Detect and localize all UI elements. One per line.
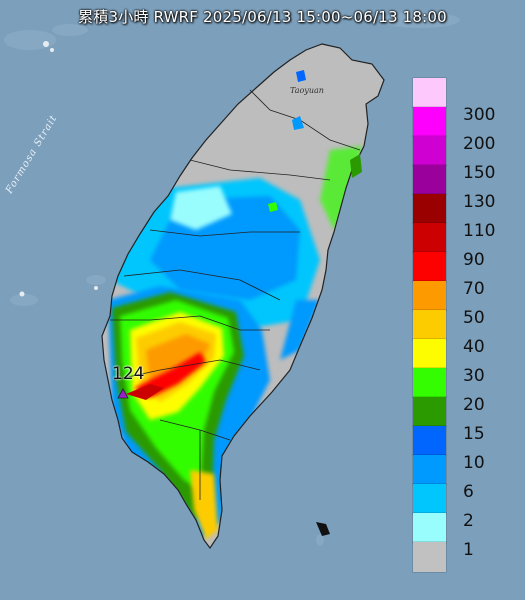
legend-label: 90	[463, 250, 485, 270]
taiwan-island	[101, 43, 385, 549]
legend-label: 1	[463, 540, 474, 560]
legend-swatch	[413, 426, 446, 456]
rain-spots-north	[268, 70, 362, 212]
legend-label: 15	[463, 424, 485, 444]
legend-swatch	[413, 542, 446, 572]
legend-swatch	[413, 136, 446, 166]
legend-swatch	[413, 252, 446, 282]
legend-label: 40	[463, 337, 485, 357]
rain-zone-1mm	[170, 186, 232, 230]
legend-swatch	[413, 107, 446, 137]
legend-swatch	[413, 194, 446, 224]
max-rainfall-marker	[117, 388, 129, 399]
legend-swatch	[413, 281, 446, 311]
sea-texture	[4, 12, 460, 546]
legend-swatch	[413, 78, 446, 108]
legend-label: 110	[463, 221, 496, 241]
legend-swatch	[413, 339, 446, 369]
rain-zone-50mm	[146, 334, 210, 386]
rain-zone-south-tail	[190, 470, 218, 540]
legend-swatch	[413, 397, 446, 427]
legend-swatch	[413, 310, 446, 340]
max-rainfall-label: 124	[112, 364, 145, 384]
legend-label: 6	[463, 482, 474, 502]
rainfall-legend: 300 200 150 130 110 90 70 50 40 30 20 15 10 6 2 1	[413, 78, 525, 572]
legend-label: 200	[463, 134, 496, 154]
legend-label: 300	[463, 105, 496, 125]
legend-swatch	[413, 513, 446, 543]
city-label: Taoyuan	[290, 86, 324, 95]
legend-label: 30	[463, 366, 485, 386]
rain-zone-east-blue	[280, 300, 320, 360]
legend-swatch	[413, 368, 446, 398]
legend-swatch	[413, 223, 446, 253]
legend-label: 50	[463, 308, 485, 328]
outlying-islands	[19, 41, 330, 536]
legend-swatch	[413, 165, 446, 195]
legend-label: 2	[463, 511, 474, 531]
legend-label: 20	[463, 395, 485, 415]
legend-swatch	[413, 455, 446, 485]
legend-label: 70	[463, 279, 485, 299]
legend-label: 130	[463, 192, 496, 212]
map-title: 累積3小時 RWRF 2025/06/13 15:00~06/13 18:00	[78, 8, 447, 26]
legend-swatch	[413, 484, 446, 514]
legend-label: 10	[463, 453, 485, 473]
rain-zone-90mm	[126, 384, 164, 400]
legend-label: 150	[463, 163, 496, 183]
